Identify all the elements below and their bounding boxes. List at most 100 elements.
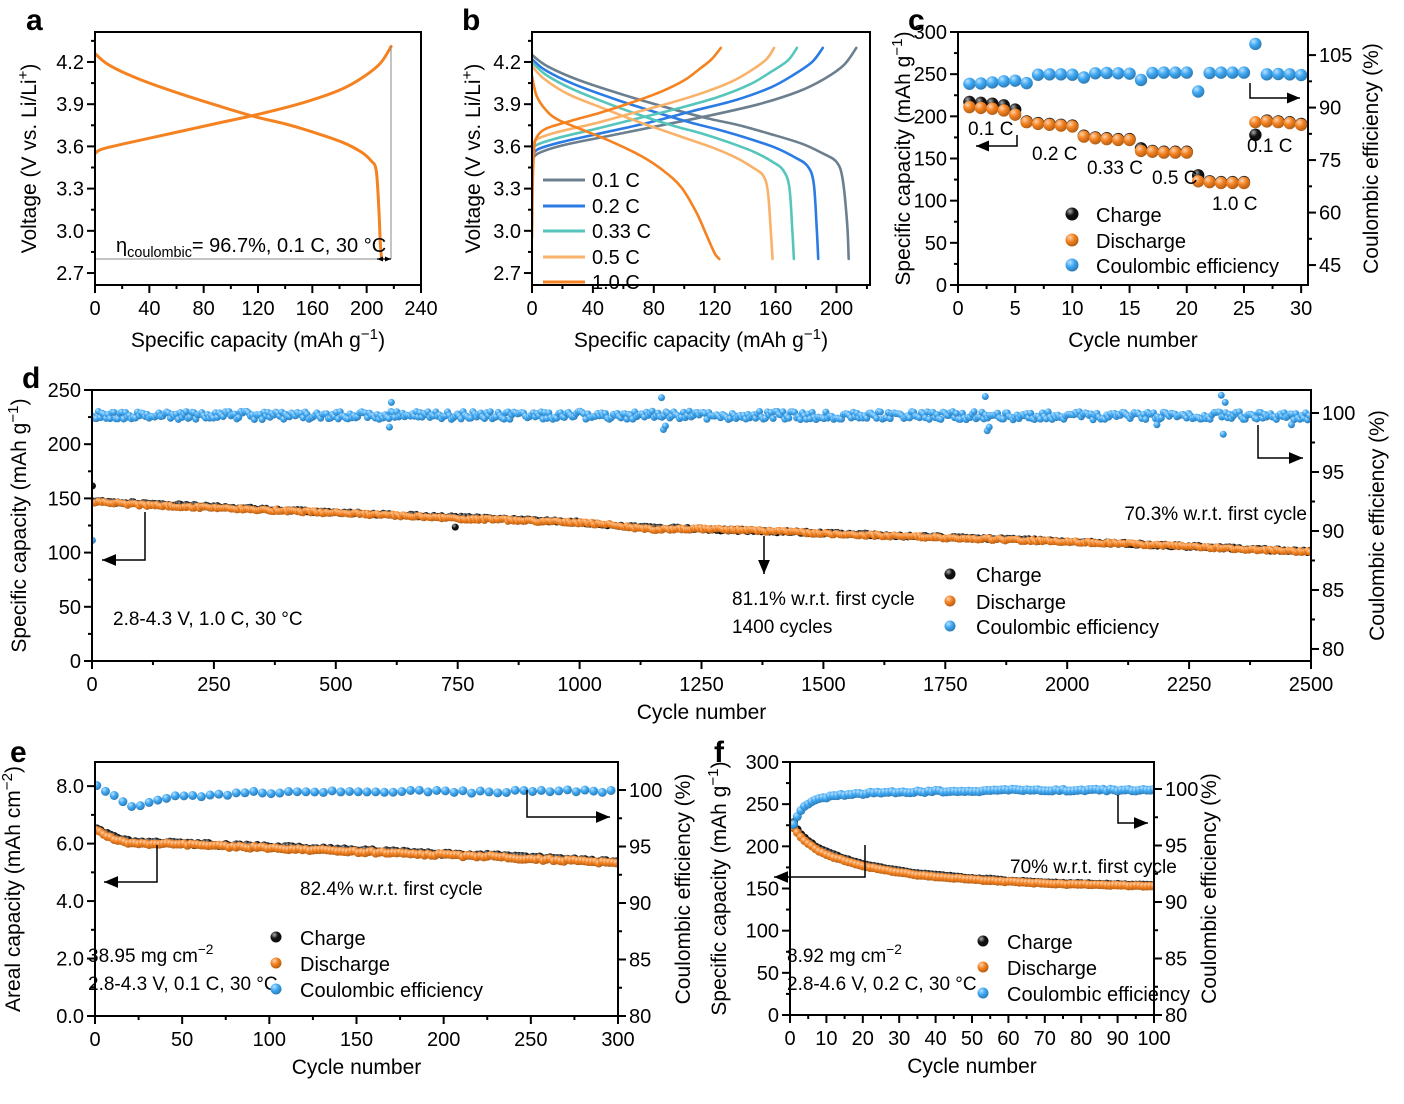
svg-text:4.2: 4.2 (493, 52, 521, 74)
svg-text:300: 300 (914, 22, 947, 44)
panel-d-label: d (22, 362, 41, 395)
svg-text:0.5 C: 0.5 C (1152, 168, 1197, 189)
svg-text:200: 200 (427, 1029, 460, 1051)
svg-text:Discharge: Discharge (1007, 958, 1097, 980)
panel-e-label: e (10, 736, 27, 769)
svg-text:3.6: 3.6 (493, 136, 521, 158)
svg-text:0: 0 (86, 674, 97, 696)
svg-text:82.4% w.r.t. first cycle: 82.4% w.r.t. first cycle (300, 879, 483, 900)
svg-text:75: 75 (1319, 150, 1341, 172)
svg-text:Coulombic efficiency (%): Coulombic efficiency (%) (672, 774, 695, 1005)
svg-text:2500: 2500 (1289, 674, 1334, 696)
svg-text:15: 15 (1118, 298, 1140, 320)
svg-text:80: 80 (1165, 1005, 1187, 1027)
svg-text:40: 40 (924, 1028, 946, 1050)
svg-text:50: 50 (59, 597, 81, 619)
svg-text:100: 100 (746, 921, 779, 943)
svg-text:3.3: 3.3 (493, 179, 521, 201)
svg-text:200: 200 (914, 106, 947, 128)
svg-text:Coulombic efficiency: Coulombic efficiency (300, 980, 483, 1002)
svg-text:240: 240 (404, 298, 437, 320)
svg-text:45: 45 (1319, 255, 1341, 277)
svg-text:0: 0 (70, 651, 81, 673)
svg-text:2.7: 2.7 (493, 263, 521, 285)
svg-text:2.8-4.3 V, 1.0 C, 30 °C: 2.8-4.3 V, 1.0 C, 30 °C (113, 609, 303, 630)
svg-text:Coulombic efficiency: Coulombic efficiency (1096, 256, 1279, 278)
svg-text:Charge: Charge (1096, 205, 1162, 227)
svg-text:Cycle number: Cycle number (1068, 329, 1198, 352)
svg-text:80: 80 (643, 298, 665, 320)
svg-text:3.9: 3.9 (493, 94, 521, 116)
svg-text:60: 60 (1319, 203, 1341, 225)
svg-text:90: 90 (629, 893, 651, 915)
svg-text:0.5 C: 0.5 C (592, 247, 640, 269)
svg-text:80: 80 (1322, 639, 1344, 661)
svg-text:70: 70 (1034, 1028, 1056, 1050)
svg-text:Specific capacity (mAh g−1): Specific capacity (mAh g−1) (889, 31, 915, 285)
svg-text:10: 10 (815, 1028, 837, 1050)
svg-text:200: 200 (350, 298, 383, 320)
svg-text:300: 300 (746, 752, 779, 774)
svg-text:0.0: 0.0 (56, 1006, 84, 1028)
svg-text:100: 100 (629, 780, 662, 802)
svg-text:Specific capacity (mAh g−1): Specific capacity (mAh g−1) (5, 398, 31, 652)
svg-text:0: 0 (89, 1029, 100, 1051)
panel-b-chart: 0 40 80 120 160 200 2.7 3.0 3.3 3.6 3.9 4.2 Specific… (459, 31, 871, 352)
svg-text:85: 85 (629, 950, 651, 972)
svg-text:85: 85 (1322, 580, 1344, 602)
svg-text:250: 250 (914, 64, 947, 86)
svg-text:160: 160 (296, 298, 329, 320)
svg-text:60: 60 (997, 1028, 1019, 1050)
svg-text:2.8-4.6 V, 0.2 C, 30 °C: 2.8-4.6 V, 0.2 C, 30 °C (787, 974, 977, 995)
svg-text:Discharge: Discharge (1096, 231, 1186, 253)
svg-text:1.0 C: 1.0 C (1212, 194, 1257, 215)
svg-text:0.2 C: 0.2 C (592, 196, 640, 218)
svg-text:0.2 C: 0.2 C (1032, 144, 1077, 165)
svg-text:250: 250 (746, 794, 779, 816)
svg-text:50: 50 (171, 1029, 193, 1051)
svg-text:1000: 1000 (557, 674, 602, 696)
svg-text:3.0: 3.0 (493, 221, 521, 243)
panel-a-chart: 0 40 80 120 160 200 240 2.7 3.0 3.3 3.6 3.9 4.2 Speci… (15, 31, 438, 352)
svg-text:0.33 C: 0.33 C (1087, 158, 1143, 179)
svg-text:90: 90 (1322, 521, 1344, 543)
svg-text:Coulombic efficiency (%): Coulombic efficiency (%) (1198, 773, 1221, 1004)
svg-text:0: 0 (526, 298, 537, 320)
svg-text:500: 500 (319, 674, 352, 696)
panel-a-label: a (26, 4, 43, 37)
svg-text:100: 100 (48, 543, 81, 565)
svg-text:Voltage (V vs. Li/Li+): Voltage (V vs. Li/Li+) (459, 64, 485, 254)
svg-text:6.0: 6.0 (56, 834, 84, 856)
svg-text:3.9: 3.9 (56, 94, 84, 116)
svg-text:Coulombic efficiency: Coulombic efficiency (1007, 984, 1190, 1006)
svg-text:90: 90 (1319, 98, 1341, 120)
svg-text:250: 250 (48, 380, 81, 402)
svg-text:90: 90 (1165, 892, 1187, 914)
svg-text:25: 25 (1233, 298, 1255, 320)
svg-text:0: 0 (768, 1005, 779, 1027)
svg-text:1500: 1500 (801, 674, 846, 696)
svg-text:1250: 1250 (679, 674, 724, 696)
svg-text:0: 0 (784, 1028, 795, 1050)
svg-text:105: 105 (1319, 45, 1352, 67)
svg-text:70% w.r.t. first cycle: 70% w.r.t. first cycle (1010, 857, 1177, 878)
svg-text:750: 750 (441, 674, 474, 696)
svg-text:30: 30 (1290, 298, 1312, 320)
svg-text:Charge: Charge (1007, 932, 1073, 954)
svg-text:2.0: 2.0 (56, 949, 84, 971)
svg-text:50: 50 (925, 233, 947, 255)
svg-text:Charge: Charge (300, 928, 366, 950)
svg-text:Coulombic efficiency: Coulombic efficiency (976, 617, 1159, 639)
svg-text:2000: 2000 (1045, 674, 1090, 696)
svg-text:40: 40 (582, 298, 604, 320)
svg-text:150: 150 (914, 149, 947, 171)
svg-text:4.2: 4.2 (56, 52, 84, 74)
svg-text:81.1% w.r.t. first cycle: 81.1% w.r.t. first cycle (732, 589, 915, 610)
svg-text:20: 20 (1176, 298, 1198, 320)
svg-text:Cycle number: Cycle number (907, 1055, 1037, 1078)
svg-text:250: 250 (514, 1029, 547, 1051)
svg-text:80: 80 (629, 1006, 651, 1028)
svg-text:150: 150 (340, 1029, 373, 1051)
svg-text:90: 90 (1106, 1028, 1128, 1050)
svg-text:2.7: 2.7 (56, 263, 84, 285)
